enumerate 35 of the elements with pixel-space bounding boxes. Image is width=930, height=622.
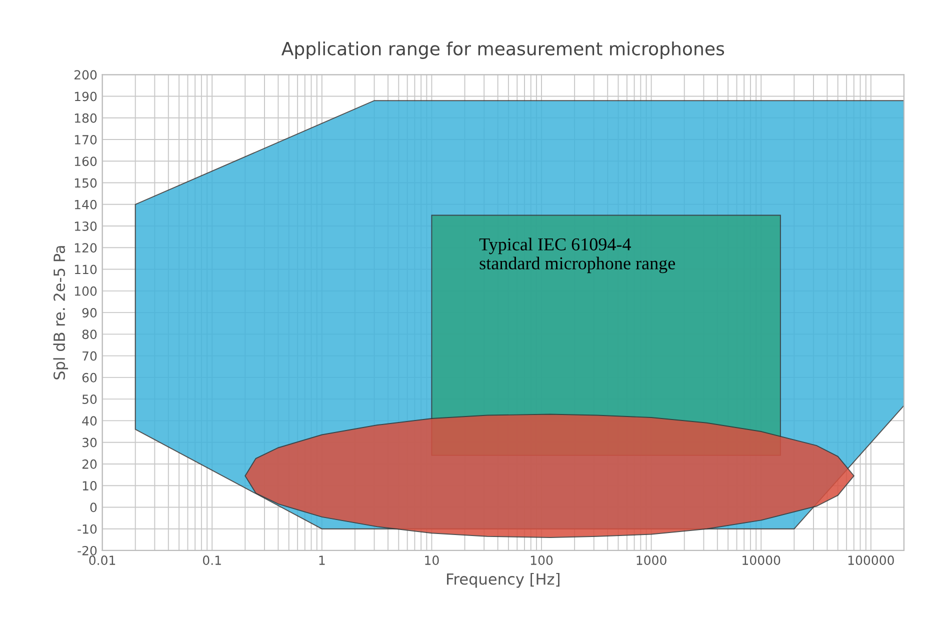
y-tick-label: 140 [74, 200, 97, 210]
y-tick-label: 90 [82, 308, 97, 318]
x-tick-label: 10000 [742, 556, 780, 566]
x-tick-label: 10 [425, 556, 439, 566]
y-tick-label: 130 [74, 222, 97, 231]
x-tick-label: 100000 [848, 556, 894, 566]
y-tick-label: 80 [82, 330, 97, 340]
x-tick-label: 1 [319, 556, 325, 565]
y-tick-label: 60 [82, 372, 97, 382]
y-tick-label: 110 [74, 264, 97, 274]
y-tick-label: 100 [74, 286, 97, 296]
y-tick-label: 50 [82, 394, 97, 404]
x-tick-label: 1000 [636, 556, 666, 566]
y-tick-label: 30 [82, 438, 97, 448]
x-tick-label: 100 [530, 556, 553, 566]
y-tick-label: -20 [78, 546, 97, 556]
y-tick-label: 200 [74, 70, 97, 80]
y-tick-label: 170 [74, 135, 97, 144]
y-tick-label: 20 [82, 459, 97, 469]
y-tick-label: 150 [74, 178, 97, 188]
y-tick-label: 0 [90, 502, 97, 512]
y-tick-label: 10 [82, 481, 97, 491]
y-tick-label: 120 [74, 243, 97, 253]
y-tick-label: 70 [82, 351, 97, 361]
annotation: Typical IEC 61094-4 standard microphone range [479, 238, 675, 274]
y-tick-label: 40 [82, 416, 97, 426]
y-tick-label: 190 [74, 92, 97, 102]
y-axis-title: Spl dB re. 2e-5 Pa [53, 246, 68, 380]
chart-title: Application range for measurement microphones [281, 41, 724, 59]
y-tick-label: -10 [78, 524, 97, 534]
y-tick-label: 180 [74, 113, 97, 123]
x-axis-title: Frequency [Hz] [447, 572, 560, 588]
x-tick-label: 0.1 [202, 556, 221, 566]
x-tick-label: 0.01 [89, 556, 116, 566]
y-tick-label: 160 [74, 156, 97, 166]
